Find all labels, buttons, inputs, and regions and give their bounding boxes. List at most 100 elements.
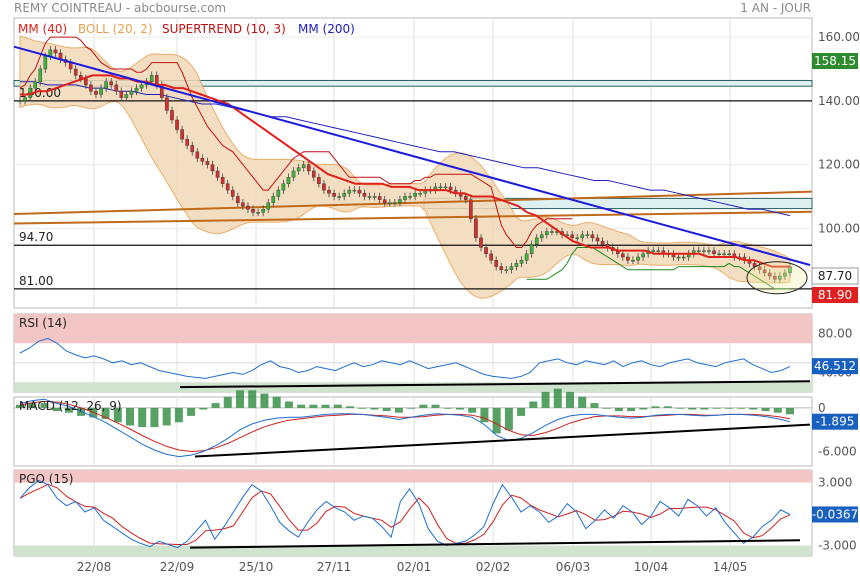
mm40-line bbox=[20, 74, 790, 268]
candle-body bbox=[327, 189, 331, 194]
candle-body bbox=[251, 209, 255, 213]
candle-body bbox=[109, 81, 113, 86]
candle-body bbox=[332, 193, 336, 197]
macd-histogram-bar bbox=[773, 407, 782, 413]
candle-body bbox=[469, 199, 473, 219]
candle-body bbox=[626, 256, 630, 261]
candle-body bbox=[134, 87, 139, 92]
candle-body bbox=[322, 183, 326, 191]
macd-histogram-bar bbox=[16, 404, 24, 408]
candle-body bbox=[301, 164, 306, 168]
macd-histogram-bar bbox=[700, 407, 709, 410]
macd-histogram-bar bbox=[407, 407, 416, 409]
candle-body bbox=[697, 250, 701, 252]
supertrend-red-line bbox=[19, 36, 573, 248]
candle-body bbox=[484, 247, 488, 255]
chart-title: REMY COINTREAU - abcbourse.com bbox=[14, 1, 227, 15]
candle-body bbox=[342, 193, 347, 197]
candle-body bbox=[489, 253, 493, 261]
macd-histogram-bar bbox=[272, 396, 281, 408]
macd-histogram-bar bbox=[333, 404, 342, 408]
candle-body bbox=[149, 75, 154, 82]
candle-body bbox=[286, 177, 291, 184]
candle-body bbox=[403, 196, 407, 200]
macd-histogram-bar bbox=[28, 403, 37, 408]
candle-body bbox=[448, 186, 453, 191]
candle-body bbox=[641, 253, 645, 258]
macd-histogram-bar bbox=[223, 396, 232, 408]
candle-body bbox=[33, 81, 37, 89]
macd-histogram-bar bbox=[394, 407, 403, 413]
pgo-oversold-zone bbox=[14, 545, 812, 556]
candle-body bbox=[89, 84, 93, 92]
candle-body bbox=[266, 202, 271, 210]
supertrend-green-line bbox=[526, 247, 790, 290]
x-tick-label: 22/09 bbox=[160, 560, 195, 574]
macd-histogram-bar bbox=[113, 407, 122, 423]
y-tick-label: 140.00 bbox=[818, 94, 860, 108]
candle-body bbox=[773, 275, 777, 280]
macd-histogram-bar bbox=[150, 407, 159, 428]
candle-body bbox=[281, 183, 286, 191]
candle-body bbox=[236, 196, 240, 204]
candle-body bbox=[413, 193, 417, 197]
price-label-current-box bbox=[811, 267, 859, 285]
candle-body bbox=[73, 68, 78, 76]
candle-body bbox=[38, 68, 43, 82]
candle-body bbox=[479, 237, 483, 248]
y-tick-label: 160.00 bbox=[818, 30, 860, 44]
pgo-support-line bbox=[189, 539, 801, 549]
candle-body bbox=[388, 202, 392, 205]
macd-histogram-bar bbox=[419, 404, 428, 408]
candle-body bbox=[494, 259, 498, 267]
candle-body bbox=[408, 196, 412, 198]
macd-histogram-bar bbox=[346, 406, 354, 408]
candle-body bbox=[636, 256, 640, 261]
legend-entry: SUPERTREND (10, 3) bbox=[162, 22, 286, 36]
candle-body bbox=[84, 78, 88, 86]
price-label-top-box bbox=[812, 53, 858, 69]
candle-body bbox=[722, 253, 726, 256]
candle-body bbox=[702, 250, 706, 252]
macd-histogram-bar bbox=[138, 407, 147, 428]
level-label: 81.00 bbox=[19, 274, 53, 288]
candle-body bbox=[53, 49, 58, 54]
candle-body bbox=[550, 231, 554, 233]
candle-body bbox=[104, 81, 108, 89]
candle-body bbox=[783, 272, 787, 277]
candle-body bbox=[717, 253, 721, 256]
macd-histogram-bar bbox=[297, 404, 306, 408]
candle-body bbox=[124, 94, 129, 98]
pgo-y-tick: 3.000 bbox=[818, 476, 852, 490]
resistance-zone-top bbox=[13, 79, 813, 87]
level-label: 94.70 bbox=[19, 230, 53, 244]
candle-body bbox=[347, 189, 352, 194]
candle-body bbox=[210, 164, 215, 172]
macd-y-tick: 0 bbox=[818, 401, 826, 415]
macd-histogram-bar bbox=[309, 404, 318, 408]
candle-body bbox=[656, 250, 661, 252]
candle-body bbox=[220, 177, 225, 184]
macd-histogram-bar bbox=[382, 407, 391, 412]
candle-body bbox=[291, 170, 296, 178]
candle-body bbox=[165, 97, 169, 111]
macd-histogram-bar bbox=[639, 407, 648, 410]
down-trendline bbox=[13, 45, 811, 266]
candle-body bbox=[499, 266, 504, 270]
legend-entry: MM (200) bbox=[298, 22, 355, 36]
candle-body bbox=[225, 183, 230, 191]
macd-histogram-bar bbox=[724, 407, 733, 409]
candle-body bbox=[256, 212, 260, 214]
macd-histogram-bar bbox=[737, 407, 746, 409]
pgo-y-tick: -3.000 bbox=[818, 539, 857, 553]
macd-support-line bbox=[194, 423, 811, 458]
macd-histogram-bar bbox=[162, 407, 171, 426]
candle-body bbox=[139, 84, 144, 89]
macd-histogram-bar bbox=[199, 407, 208, 410]
candle-body bbox=[180, 129, 184, 140]
macd-histogram-bar bbox=[541, 391, 550, 408]
price-label-top: 158.15 bbox=[814, 54, 856, 68]
candle-body bbox=[651, 250, 656, 252]
macd-signal-line bbox=[19, 400, 791, 453]
macd-histogram-bar bbox=[566, 391, 574, 408]
